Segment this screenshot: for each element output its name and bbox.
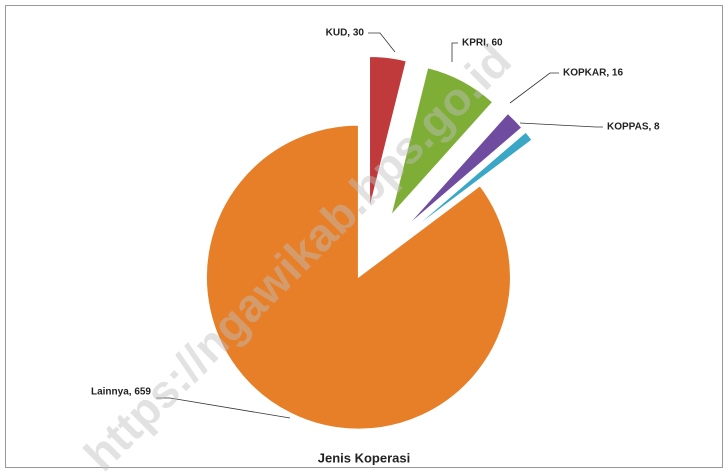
leader-line: [368, 32, 396, 53]
pie-slice: KUD: [369, 55, 407, 209]
data-label: KOPPAS, 8: [607, 122, 660, 133]
pie-slice: Lainnya: [205, 124, 511, 430]
leader-line: [451, 42, 458, 62]
data-label: KUD, 30: [326, 28, 365, 39]
data-label: KOPKAR, 16: [563, 68, 623, 79]
data-label: Lainnya, 659: [91, 387, 151, 398]
pie-slice: KOPKAR: [405, 112, 523, 228]
leader-line: [509, 72, 559, 104]
pie: KUDKPRIKOPKARKOPPASLainnya: [205, 55, 533, 430]
leader-line: [156, 397, 291, 419]
leader-line: [519, 122, 603, 128]
chart-title: Jenis Koperasi: [318, 450, 411, 465]
pie-slice: KPRI: [390, 67, 494, 216]
data-label: KPRI, 60: [462, 38, 503, 49]
pie-slice: KOPPAS: [410, 131, 533, 232]
